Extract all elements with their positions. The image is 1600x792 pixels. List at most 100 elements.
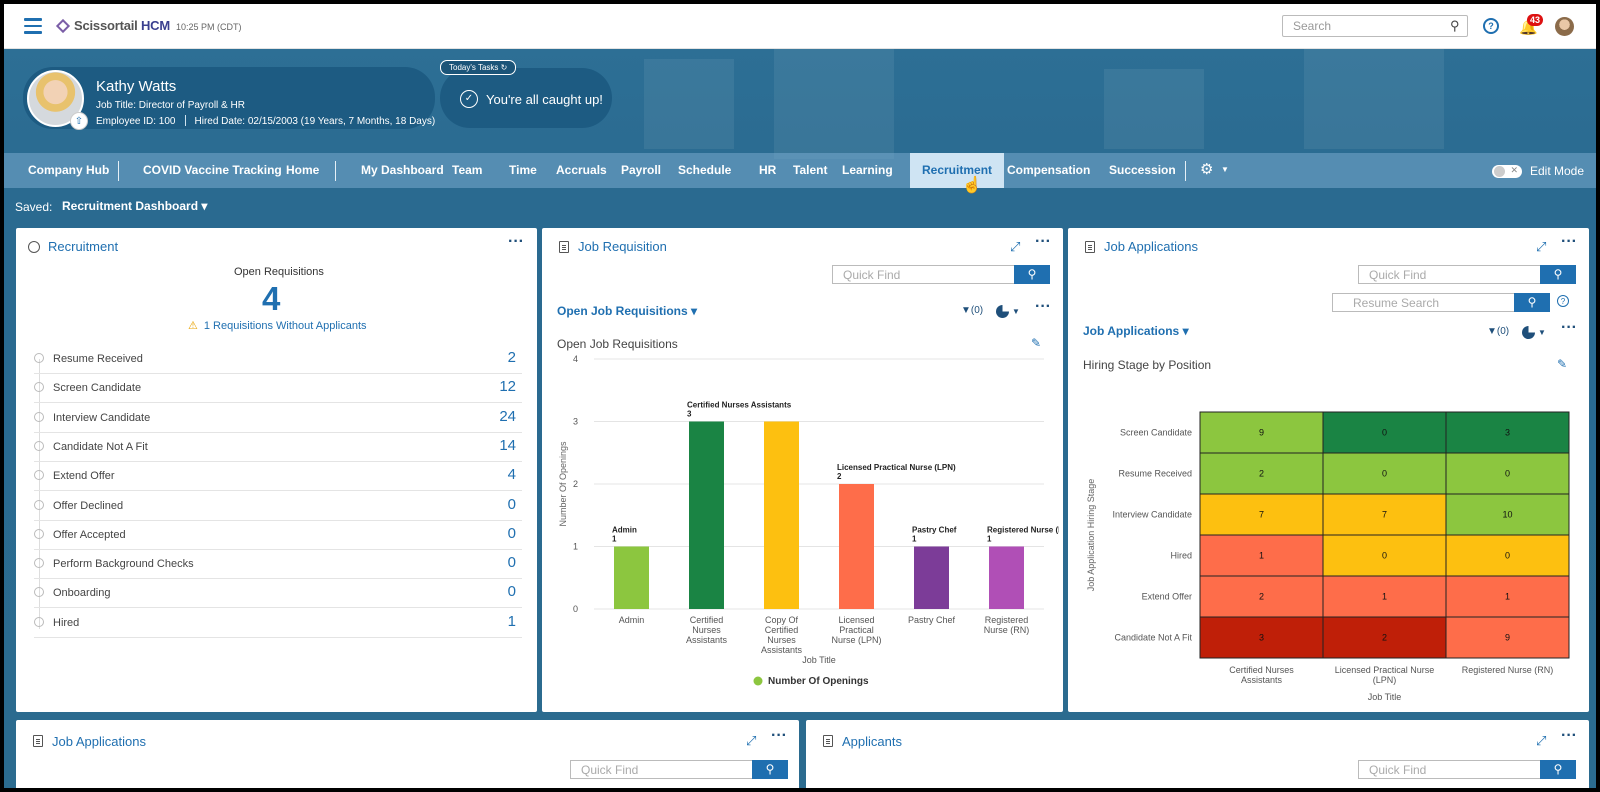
stage-row[interactable]: Offer Declined 0: [34, 492, 522, 521]
heatmap-cell[interactable]: [1445, 616, 1570, 659]
heatmap-cell[interactable]: [1445, 493, 1570, 536]
more-options-icon[interactable]: ···: [508, 233, 524, 250]
user-avatar[interactable]: [1555, 17, 1574, 36]
legend-label[interactable]: Number Of Openings: [768, 676, 869, 687]
nav-item-compensation[interactable]: Compensation: [1007, 163, 1091, 177]
stage-row[interactable]: Hired 1: [34, 609, 522, 638]
edit-icon[interactable]: ✎: [1031, 336, 1042, 350]
stage-count[interactable]: 12: [499, 378, 516, 396]
stage-row[interactable]: Onboarding 0: [34, 579, 522, 609]
bar[interactable]: [989, 546, 1024, 610]
saved-dashboard-dropdown[interactable]: Recruitment Dashboard ▾: [62, 199, 208, 213]
nav-item-my-dashboard[interactable]: My Dashboard: [361, 163, 444, 177]
chevron-down-icon[interactable]: ▼: [1538, 328, 1546, 337]
heatmap-cell[interactable]: [1445, 575, 1570, 618]
nav-item-company-hub[interactable]: Company Hub: [28, 163, 110, 177]
nav-item-recruitment[interactable]: Recruitment: [910, 153, 1005, 188]
stage-row[interactable]: Candidate Not A Fit 14: [34, 433, 522, 462]
stage-count[interactable]: 0: [507, 554, 516, 572]
open-requisitions-count[interactable]: 4: [262, 280, 281, 317]
quick-find-input[interactable]: [570, 760, 754, 779]
search-button[interactable]: ⚲: [752, 760, 788, 779]
nav-item-time[interactable]: Time: [509, 163, 537, 177]
stage-row[interactable]: Resume Received 2: [34, 345, 522, 374]
more-options-icon[interactable]: ···: [1035, 233, 1051, 250]
heatmap-cell[interactable]: [1199, 411, 1324, 454]
stage-count[interactable]: 0: [507, 495, 516, 513]
quick-find-input[interactable]: [1358, 760, 1542, 779]
bar[interactable]: [764, 421, 799, 610]
nav-item-home[interactable]: Home: [286, 163, 320, 177]
more-options-icon[interactable]: ···: [771, 727, 787, 744]
expand-icon[interactable]: ⤢: [1536, 239, 1547, 254]
quick-find-input[interactable]: [832, 265, 1016, 284]
expand-icon[interactable]: ⤢: [1010, 239, 1021, 254]
resume-search-button[interactable]: ⚲: [1514, 293, 1550, 312]
nav-item-learning[interactable]: Learning: [842, 163, 893, 177]
expand-icon[interactable]: ⤢: [1536, 733, 1547, 748]
heatmap-cell[interactable]: [1445, 452, 1570, 495]
menu-icon[interactable]: [24, 18, 42, 34]
nav-item-payroll[interactable]: Payroll: [621, 163, 662, 177]
requisitions-warning[interactable]: ⚠ 1 Requisitions Without Applicants: [188, 320, 367, 332]
search-icon[interactable]: ⚲: [1450, 18, 1460, 33]
stage-count[interactable]: 4: [507, 466, 516, 484]
nav-item-team[interactable]: Team: [452, 163, 483, 177]
heatmap-cell[interactable]: [1445, 411, 1570, 454]
heatmap-cell[interactable]: [1322, 575, 1447, 618]
chart-type-icon[interactable]: [996, 305, 1009, 318]
heatmap-cell[interactable]: [1199, 575, 1324, 618]
stage-row[interactable]: Offer Accepted 0: [34, 521, 522, 550]
nav-item-talent[interactable]: Talent: [793, 163, 828, 177]
stage-count[interactable]: 2: [507, 349, 516, 366]
chevron-down-icon[interactable]: ▼: [1221, 165, 1229, 174]
help-icon[interactable]: ?: [1557, 295, 1569, 307]
chart-type-icon[interactable]: [1522, 326, 1535, 339]
heatmap-cell[interactable]: [1199, 452, 1324, 495]
stage-count[interactable]: 1: [507, 612, 516, 630]
nav-item-covid-vaccine-tracking[interactable]: COVID Vaccine Tracking: [143, 163, 282, 177]
todays-tasks-tab[interactable]: Today's Tasks ↻: [440, 60, 517, 75]
search-button[interactable]: ⚲: [1540, 760, 1576, 779]
more-options-icon[interactable]: ···: [1561, 233, 1577, 250]
search-button[interactable]: ⚲: [1014, 265, 1050, 284]
edit-mode-toggle[interactable]: ✕: [1492, 165, 1522, 178]
stage-row[interactable]: Screen Candidate 12: [34, 374, 522, 404]
view-dropdown[interactable]: Job Applications ▾: [1083, 324, 1189, 338]
bar[interactable]: [614, 546, 649, 610]
more-options-icon[interactable]: ···: [1561, 319, 1577, 336]
upload-icon[interactable]: ⇧: [70, 112, 88, 130]
edit-icon[interactable]: ✎: [1557, 357, 1568, 371]
brand-logo[interactable]: Scissortail HCM: [55, 18, 170, 34]
stage-count[interactable]: 0: [507, 583, 516, 601]
bar[interactable]: [839, 484, 874, 609]
stage-count[interactable]: 24: [499, 407, 516, 425]
filter-icon[interactable]: ▼(0): [1487, 326, 1510, 337]
nav-item-hr[interactable]: HR: [759, 163, 777, 177]
search-button[interactable]: ⚲: [1540, 265, 1576, 284]
heatmap-cell[interactable]: [1199, 534, 1324, 577]
bar[interactable]: [914, 546, 949, 610]
resume-search-input[interactable]: [1332, 293, 1516, 312]
legend-marker[interactable]: [753, 676, 763, 686]
heatmap-cell[interactable]: [1322, 534, 1447, 577]
more-options-icon[interactable]: ···: [1561, 727, 1577, 744]
filter-icon[interactable]: ▼(0): [961, 305, 984, 316]
search-input[interactable]: [1282, 15, 1468, 37]
more-options-icon[interactable]: ···: [1035, 298, 1051, 315]
heatmap-cell[interactable]: [1322, 493, 1447, 536]
stage-count[interactable]: 14: [499, 436, 516, 454]
bar[interactable]: [689, 421, 724, 610]
heatmap-cell[interactable]: [1322, 411, 1447, 454]
heatmap-cell[interactable]: [1322, 452, 1447, 495]
heatmap-cell[interactable]: [1445, 534, 1570, 577]
stage-count[interactable]: 0: [507, 524, 516, 542]
gear-icon[interactable]: ⚙: [1200, 161, 1214, 178]
nav-item-schedule[interactable]: Schedule: [678, 163, 732, 177]
heatmap-cell[interactable]: [1199, 493, 1324, 536]
nav-item-succession[interactable]: Succession: [1109, 163, 1176, 177]
nav-item-accruals[interactable]: Accruals: [556, 163, 607, 177]
stage-row[interactable]: Extend Offer 4: [34, 462, 522, 492]
expand-icon[interactable]: ⤢: [746, 733, 757, 748]
view-dropdown[interactable]: Open Job Requisitions ▾: [557, 304, 698, 318]
